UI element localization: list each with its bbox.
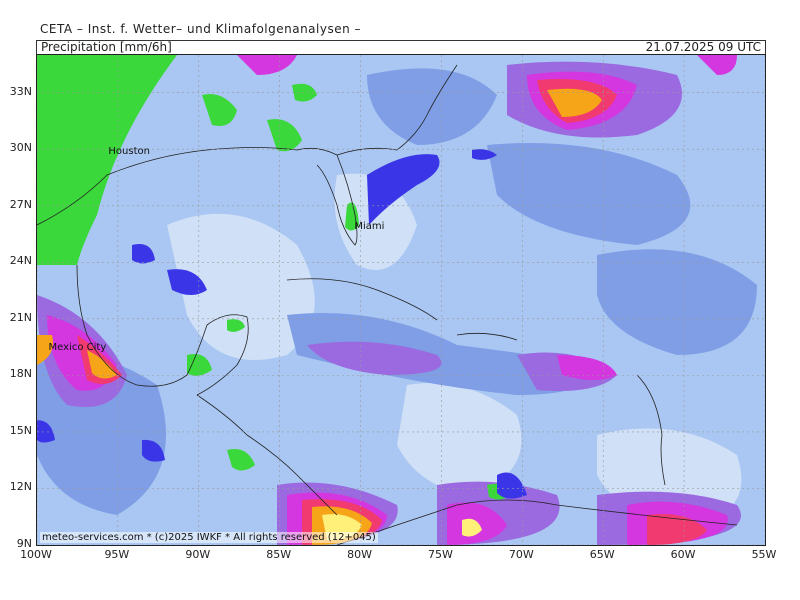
dark-blue-zone: [367, 154, 440, 225]
precip-zone-moderate: [597, 249, 757, 355]
lon-tick-label: 90W: [185, 548, 211, 561]
precip-zone-intense: [647, 514, 707, 545]
lon-tick-label: 75W: [428, 548, 453, 561]
precip-zone-very-heavy: [237, 55, 297, 75]
precip-zone-moderate: [367, 68, 497, 145]
precip-zone-max: [462, 518, 482, 537]
dry-land-zone: [227, 319, 245, 332]
dry-land-zone: [267, 119, 302, 152]
dry-land-zone: [345, 202, 359, 231]
lat-tick-label: 27N: [9, 197, 32, 211]
coastline-florida: [336, 64, 458, 156]
coastlines: [37, 64, 738, 545]
lon-tick-label: 100W: [20, 548, 52, 561]
precip-zone-moderate: [487, 143, 691, 245]
precip-zone-very-heavy: [557, 355, 617, 380]
lat-tick-label: 12N: [9, 480, 32, 494]
coastline-antilles: [636, 374, 666, 486]
dry-land-zone: [202, 94, 237, 126]
dark-blue-zone: [167, 269, 207, 295]
chart-header-title: CETA – Inst. f. Wetter– und Klimafolgena…: [40, 22, 362, 36]
lat-tick-label: 30N: [9, 141, 32, 155]
lon-tick-label: 60W: [670, 548, 696, 561]
coastline-mexico: [76, 264, 249, 396]
city-label: Mexico City: [48, 342, 107, 353]
precip-zone-heavy: [307, 341, 442, 375]
coastline-hispaniola: [456, 332, 518, 341]
lat-tick-label: 33N: [9, 84, 32, 98]
coastline-gulf: [37, 147, 358, 246]
coastline-south-america: [336, 499, 738, 545]
lon-tick-label: 55W: [751, 548, 777, 561]
lon-tick-label: 70W: [508, 548, 534, 561]
precipitation-map: [36, 54, 766, 546]
precip-field: [37, 55, 757, 545]
lat-tick-label: 24N: [9, 254, 32, 268]
datetime-label: 21.07.2025 09 UTC: [645, 40, 761, 54]
lat-tick-label: 15N: [9, 423, 32, 437]
header-bar: Precipitation [mm/6h] 21.07.2025 09 UTC: [36, 40, 766, 55]
lat-tick-label: 9N: [16, 537, 32, 550]
lat-tick-label: 21N: [9, 310, 32, 324]
dark-blue-zone: [142, 439, 165, 462]
dark-blue-zone: [497, 472, 527, 499]
dry-land-zone: [187, 354, 212, 376]
dark-blue-zone: [132, 244, 155, 264]
lon-tick-label: 65W: [589, 548, 615, 561]
precip-zone-extreme: [547, 88, 602, 117]
precip-zone-extreme: [37, 335, 53, 365]
lon-tick-label: 95W: [104, 548, 130, 561]
lon-tick-label: 85W: [266, 548, 292, 561]
coastline-central-america: [196, 394, 338, 516]
city-label: Miami: [354, 221, 385, 233]
coastline-cuba: [286, 278, 438, 321]
precip-zone-very-heavy: [697, 55, 737, 75]
parameter-label: Precipitation [mm/6h]: [41, 40, 172, 54]
precip-zone-moderate: [287, 313, 597, 395]
precip-zone-low: [167, 213, 315, 360]
lat-lon-grid: [37, 55, 765, 545]
dark-blue-zone: [472, 149, 497, 160]
map-canvas: [37, 55, 765, 545]
dry-land-zone: [227, 449, 255, 471]
precip-zone-low: [397, 383, 522, 495]
lat-tick-label: 18N: [9, 367, 32, 381]
dry-land-zone: [292, 83, 317, 102]
lon-tick-label: 80W: [347, 548, 372, 561]
city-label: Houston: [108, 146, 150, 157]
copyright-footer: meteo-services.com * (c)2025 IWKF * All …: [40, 532, 378, 543]
dry-land-zone: [37, 55, 177, 265]
dark-blue-zone: [37, 420, 55, 443]
precip-zone-extreme: [87, 350, 117, 379]
